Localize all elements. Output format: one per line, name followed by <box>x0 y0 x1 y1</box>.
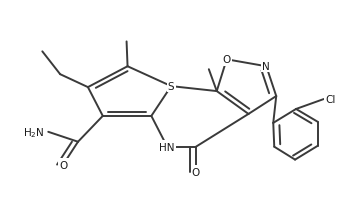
Text: O: O <box>59 160 67 170</box>
Text: H$_2$N: H$_2$N <box>23 125 45 139</box>
Text: N: N <box>262 62 270 72</box>
Text: S: S <box>168 82 175 92</box>
Text: HN: HN <box>159 142 175 152</box>
Text: Cl: Cl <box>325 95 336 104</box>
Text: O: O <box>222 55 231 65</box>
Text: O: O <box>192 167 200 177</box>
